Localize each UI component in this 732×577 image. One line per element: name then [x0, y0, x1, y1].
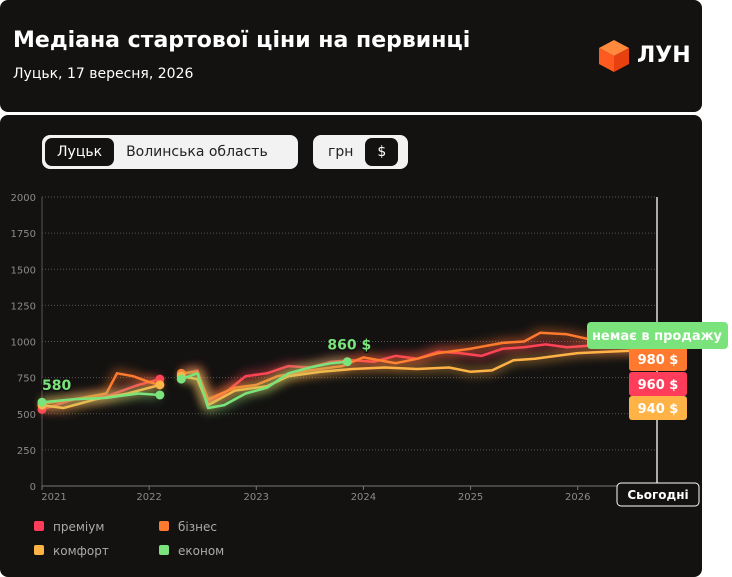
y-tick-label: 1250 [11, 301, 36, 312]
y-tick-label: 250 [17, 446, 36, 457]
subtitle: Луцьк, 17 вересня, 2026 [13, 66, 194, 82]
end-label-box [629, 396, 687, 420]
legend-label: економ [178, 544, 224, 558]
today-box [616, 482, 700, 507]
x-tick-label: 2026 [565, 492, 590, 503]
y-tick-label: 750 [17, 374, 36, 385]
point-marker [155, 380, 165, 390]
point-marker [176, 374, 186, 384]
legend-swatch [159, 521, 169, 531]
x-tick-label: 2024 [351, 492, 376, 503]
x-tick-label: 2025 [458, 492, 483, 503]
x-tick-label: 2021 [41, 492, 66, 503]
unavailable-box [587, 322, 728, 349]
end-label: 980 $ [638, 353, 679, 368]
end-label-box [629, 347, 687, 371]
logo-text: ЛУН [637, 43, 691, 68]
unavailable-label: немає в продажу [592, 329, 723, 344]
y-tick-label: 2000 [11, 193, 36, 204]
today-label: Сьогодні [627, 488, 688, 502]
logo-icon [599, 40, 629, 72]
point-marker [155, 390, 165, 400]
legend-label: комфорт [53, 544, 109, 558]
legend-swatch [34, 545, 44, 555]
value-label: 860 $ [327, 338, 371, 354]
currency-toggle: грн $ [313, 135, 408, 169]
x-tick-label: 2023 [244, 492, 269, 503]
y-tick-label: 1750 [11, 229, 36, 240]
legend-label: преміум [53, 520, 104, 534]
x-tick-label: 2022 [136, 492, 161, 503]
point-marker [342, 357, 352, 367]
legend-swatch [34, 521, 44, 531]
region-toggle: Луцьк Волинська область [42, 135, 298, 169]
currency-option[interactable]: грн [328, 144, 354, 160]
series-line [41, 360, 348, 410]
region-option[interactable]: Волинська область [126, 144, 268, 160]
title: Медіана стартової ціни на первинці [13, 28, 471, 53]
y-tick-label: 1000 [11, 338, 36, 349]
legend-swatch [159, 545, 169, 555]
end-label: 940 $ [638, 402, 679, 417]
value-label: 580 [42, 378, 71, 394]
header-card: Медіана стартової ціни на первинці Луцьк… [0, 0, 702, 112]
region-option[interactable]: Луцьк [45, 138, 115, 166]
end-label-box [629, 372, 687, 396]
y-tick-label: 500 [17, 410, 36, 421]
currency-option[interactable]: $ [365, 138, 399, 166]
y-tick-label: 0 [30, 482, 36, 493]
legend-label: бізнес [178, 520, 217, 534]
point-marker [37, 397, 47, 407]
end-label: 960 $ [638, 378, 679, 393]
y-tick-label: 1500 [11, 265, 36, 276]
